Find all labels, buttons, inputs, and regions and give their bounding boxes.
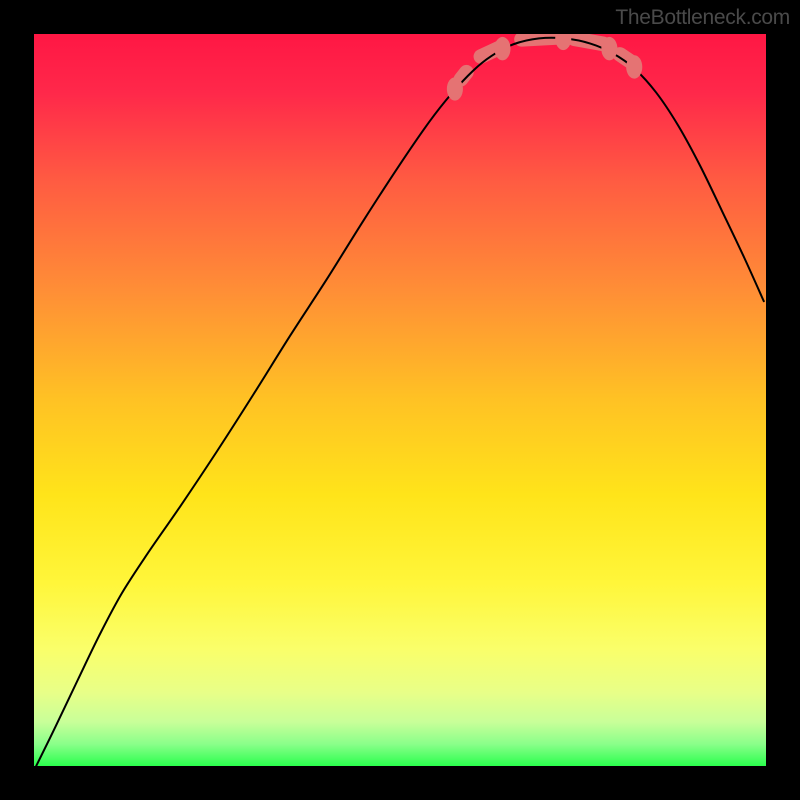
gradient-background	[34, 34, 766, 766]
chart-svg	[34, 34, 766, 766]
chart-area	[34, 34, 766, 766]
watermark-text: TheBottleneck.com	[615, 6, 790, 30]
